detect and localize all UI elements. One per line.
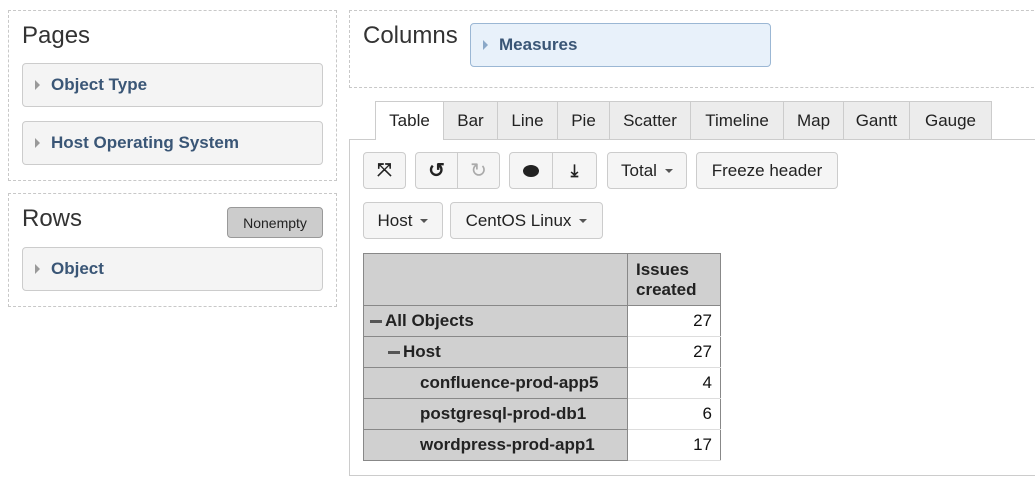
table-header-row: Issues created xyxy=(363,253,721,306)
freeze-header-button[interactable]: Freeze header xyxy=(696,152,838,189)
fullscreen-button[interactable]: ⤧ xyxy=(363,152,406,189)
expand-triangle-icon xyxy=(35,138,40,148)
row-label: wordpress-prod-app1 xyxy=(420,435,595,454)
item-label: Measures xyxy=(499,35,578,54)
columns-item-measures[interactable]: Measures xyxy=(470,23,771,67)
value-cell: 4 xyxy=(627,367,721,399)
item-label: Host Operating System xyxy=(51,133,239,152)
tab-pie[interactable]: Pie xyxy=(557,101,610,139)
rows-zone xyxy=(8,193,337,307)
caret-down-icon xyxy=(579,218,588,223)
value-cell: 27 xyxy=(627,305,721,337)
expand-triangle-icon xyxy=(483,40,488,50)
row-header[interactable]: postgresql-prod-db1 xyxy=(363,398,628,430)
undo-icon: ↺ xyxy=(428,160,445,182)
rows-item-object[interactable]: Object xyxy=(22,247,323,291)
total-label: Total xyxy=(621,160,657,180)
redo-icon: ↻ xyxy=(470,160,487,182)
actions-group: ⤓ xyxy=(509,152,597,189)
collapse-icon[interactable] xyxy=(370,320,382,324)
nonempty-button[interactable]: Nonempty xyxy=(227,207,323,238)
redo-button[interactable]: ↻ xyxy=(458,152,500,189)
corner-cell xyxy=(363,253,628,306)
caret-down-icon xyxy=(664,168,673,173)
undo-button[interactable]: ↺ xyxy=(415,152,458,189)
columns-zone xyxy=(349,10,1035,88)
pivot-table: Issues created All Objects 27 Host 27 conflu… xyxy=(363,253,721,461)
pages-item-host-os[interactable]: Host Operating System xyxy=(22,121,323,165)
os-dropdown[interactable]: CentOS Linux xyxy=(450,202,603,239)
caret-down-icon xyxy=(420,218,429,223)
tab-gauge[interactable]: Gauge xyxy=(909,101,992,139)
table-row: confluence-prod-app5 4 xyxy=(363,367,721,399)
host-dropdown[interactable]: Host xyxy=(363,202,443,239)
collapse-icon[interactable] xyxy=(388,351,400,355)
download-button[interactable]: ⤓ xyxy=(553,152,597,189)
tab-bar[interactable]: Bar xyxy=(443,101,498,139)
tab-scatter[interactable]: Scatter xyxy=(609,101,691,139)
row-header[interactable]: confluence-prod-app5 xyxy=(363,367,628,399)
row-label: Host xyxy=(403,342,441,361)
row-header[interactable]: All Objects xyxy=(363,305,628,337)
item-label: Object xyxy=(51,259,104,278)
table-row: All Objects 27 xyxy=(363,305,721,337)
comment-icon xyxy=(523,164,539,177)
pages-title: Pages xyxy=(22,22,91,49)
table-row: Host 27 xyxy=(363,336,721,368)
row-label: postgresql-prod-db1 xyxy=(420,404,587,423)
pages-zone xyxy=(8,10,337,181)
tab-map[interactable]: Map xyxy=(783,101,844,139)
row-header[interactable]: Host xyxy=(363,336,628,368)
row-label: confluence-prod-app5 xyxy=(420,373,599,392)
expand-icon: ⤧ xyxy=(377,160,392,180)
item-label: Object Type xyxy=(51,75,148,94)
rows-title: Rows xyxy=(22,205,83,232)
tab-timeline[interactable]: Timeline xyxy=(690,101,784,139)
table-row: postgresql-prod-db1 6 xyxy=(363,398,721,430)
history-group: ↺ ↻ xyxy=(415,152,500,189)
download-icon: ⤓ xyxy=(570,160,579,180)
column-header-issues-created[interactable]: Issues created xyxy=(627,253,721,306)
columns-title: Columns xyxy=(363,22,458,49)
pages-item-object-type[interactable]: Object Type xyxy=(22,63,323,107)
expand-triangle-icon xyxy=(35,264,40,274)
row-header[interactable]: wordpress-prod-app1 xyxy=(363,429,628,461)
row-label: All Objects xyxy=(385,311,474,330)
total-dropdown[interactable]: Total xyxy=(607,152,687,189)
comment-button[interactable] xyxy=(509,152,553,189)
results-panel xyxy=(349,139,1035,476)
tab-gantt[interactable]: Gantt xyxy=(843,101,910,139)
value-cell: 17 xyxy=(627,429,721,461)
value-cell: 27 xyxy=(627,336,721,368)
expand-triangle-icon xyxy=(35,80,40,90)
host-label: Host xyxy=(377,210,413,230)
value-cell: 6 xyxy=(627,398,721,430)
os-label: CentOS Linux xyxy=(465,210,572,230)
tab-line[interactable]: Line xyxy=(497,101,558,139)
tab-table[interactable]: Table xyxy=(375,101,444,140)
table-row: wordpress-prod-app1 17 xyxy=(363,429,721,461)
